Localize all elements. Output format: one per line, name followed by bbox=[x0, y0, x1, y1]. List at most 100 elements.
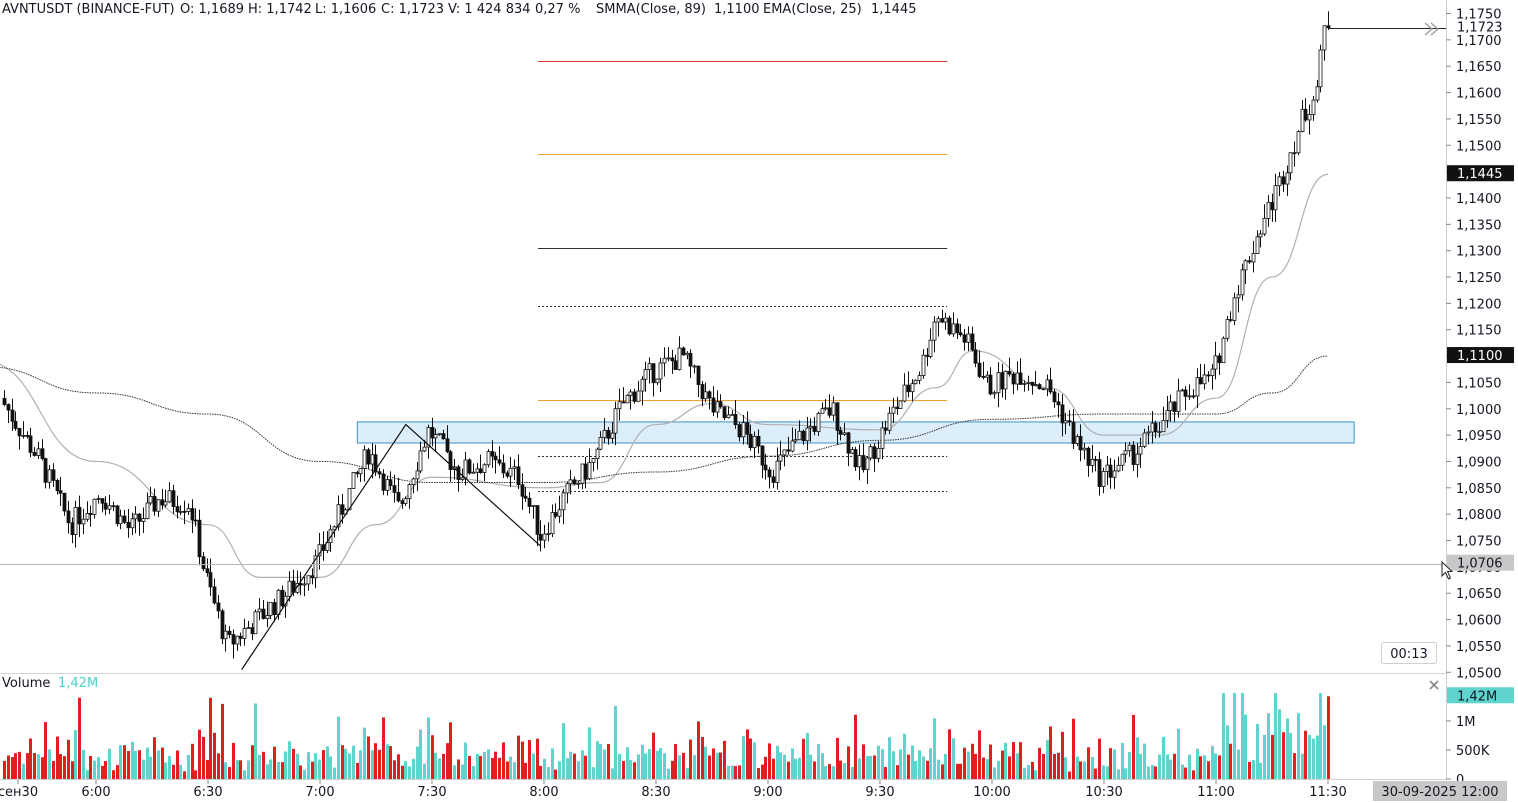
volume-axis[interactable]: 1M 500K 0 1,42M bbox=[1446, 687, 1514, 788]
time-axis[interactable]: сен30 6:00 6:30 7:00 7:30 8:00 8:30 9:00 9:30 10:… bbox=[0, 780, 1347, 800]
volume-bar bbox=[483, 751, 486, 779]
candle-body bbox=[561, 492, 566, 511]
candle-body bbox=[1153, 422, 1158, 433]
volume-bar bbox=[1098, 738, 1101, 779]
candle-body bbox=[853, 449, 858, 468]
candle-body bbox=[947, 317, 952, 335]
price-tick-label: 1,1700 bbox=[1456, 34, 1502, 49]
volume-bar bbox=[236, 760, 239, 779]
volume-bar bbox=[393, 760, 396, 779]
volume-bar bbox=[341, 745, 344, 779]
volume-bar bbox=[367, 736, 370, 779]
volume-bar bbox=[914, 760, 917, 779]
candle-body bbox=[801, 430, 806, 442]
scroll-to-end-icon[interactable] bbox=[1424, 22, 1439, 36]
candle-body bbox=[505, 472, 510, 477]
candle-body bbox=[392, 485, 397, 493]
candle-body bbox=[1217, 355, 1222, 364]
ema-price-tag: 1,1445 bbox=[1457, 167, 1503, 182]
ema-price-tag-box bbox=[1447, 165, 1514, 182]
candle-body bbox=[512, 466, 517, 469]
smma-price-tag-box bbox=[1447, 347, 1514, 364]
close-icon[interactable] bbox=[1429, 680, 1439, 690]
volume-bar bbox=[7, 755, 10, 779]
candle-body bbox=[838, 430, 843, 435]
candle-body bbox=[152, 496, 157, 512]
candle-body bbox=[265, 615, 270, 619]
volume-bar bbox=[1226, 725, 1229, 779]
volume-bar bbox=[408, 766, 411, 779]
volume-bar bbox=[663, 753, 666, 779]
volume-bar bbox=[412, 758, 415, 779]
volume-bar bbox=[1057, 752, 1060, 779]
support-zone[interactable] bbox=[356, 421, 1355, 444]
candle-body bbox=[1315, 86, 1320, 101]
candle-body bbox=[73, 506, 78, 536]
volume-bar bbox=[989, 744, 992, 779]
volume-bar bbox=[1019, 742, 1022, 779]
volume-bar bbox=[491, 758, 494, 779]
volume-bar bbox=[1181, 764, 1184, 779]
candle-body bbox=[1243, 260, 1248, 271]
volume-bar bbox=[217, 753, 220, 779]
volume-bar bbox=[941, 764, 944, 779]
volume-bar bbox=[1308, 734, 1311, 779]
zigzag-line[interactable] bbox=[241, 423, 541, 670]
candle-body bbox=[1093, 458, 1098, 461]
candle-body bbox=[160, 499, 165, 506]
volume-bar bbox=[1162, 736, 1165, 779]
volume-bar bbox=[764, 756, 767, 779]
volume-bar bbox=[146, 747, 149, 779]
volume-bar bbox=[926, 760, 929, 779]
volume-bar bbox=[566, 758, 569, 779]
zone-rect[interactable] bbox=[356, 421, 1355, 444]
candle-body bbox=[1281, 176, 1286, 185]
volume-bar bbox=[847, 746, 850, 779]
volume-bar bbox=[674, 743, 677, 779]
legend-high: H: 1,1742 bbox=[248, 2, 312, 17]
volume-bar bbox=[344, 748, 347, 779]
mouse-cursor-icon bbox=[1441, 560, 1454, 580]
candle-body bbox=[32, 451, 37, 456]
candle-body bbox=[823, 407, 828, 410]
candle-body bbox=[696, 365, 701, 385]
volume-bar bbox=[1004, 742, 1007, 779]
candle-body bbox=[182, 510, 187, 513]
candle-body bbox=[617, 401, 622, 410]
candle-body bbox=[366, 449, 371, 465]
price-tick-label: 1,1050 bbox=[1456, 376, 1502, 391]
volume-bar bbox=[671, 760, 674, 779]
candle-body bbox=[310, 575, 315, 579]
candle-body bbox=[1045, 379, 1050, 390]
candle-body bbox=[103, 502, 108, 510]
candle-body bbox=[726, 414, 731, 419]
candle-body bbox=[1056, 401, 1061, 406]
volume-bar bbox=[772, 758, 775, 779]
volume-bar bbox=[1087, 747, 1090, 779]
fib-levels[interactable] bbox=[538, 61, 948, 492]
zigzag-drawing[interactable] bbox=[241, 423, 541, 670]
candle-body bbox=[958, 332, 963, 336]
legend-smma-value: 1,1100 bbox=[714, 2, 760, 17]
candle-body bbox=[81, 518, 86, 525]
volume-bar bbox=[1016, 753, 1019, 779]
candle-body bbox=[591, 458, 596, 463]
volume-bar bbox=[543, 758, 546, 779]
volume-bar bbox=[89, 756, 92, 779]
candle-body bbox=[880, 427, 885, 449]
volume-bar bbox=[614, 705, 617, 779]
candle-body bbox=[816, 412, 821, 432]
volume-bar bbox=[832, 766, 835, 779]
legend-ema-value: 1,1445 bbox=[871, 2, 917, 17]
volume-bar bbox=[97, 757, 100, 779]
candle-body bbox=[115, 505, 120, 525]
volume-bar bbox=[127, 751, 130, 779]
candle-body bbox=[88, 513, 93, 515]
candle-body bbox=[1191, 395, 1196, 398]
volume-bar bbox=[86, 770, 89, 779]
candle-body bbox=[943, 317, 948, 323]
candle-body bbox=[216, 602, 221, 612]
candle-body bbox=[193, 519, 198, 522]
candle-body bbox=[553, 512, 558, 517]
